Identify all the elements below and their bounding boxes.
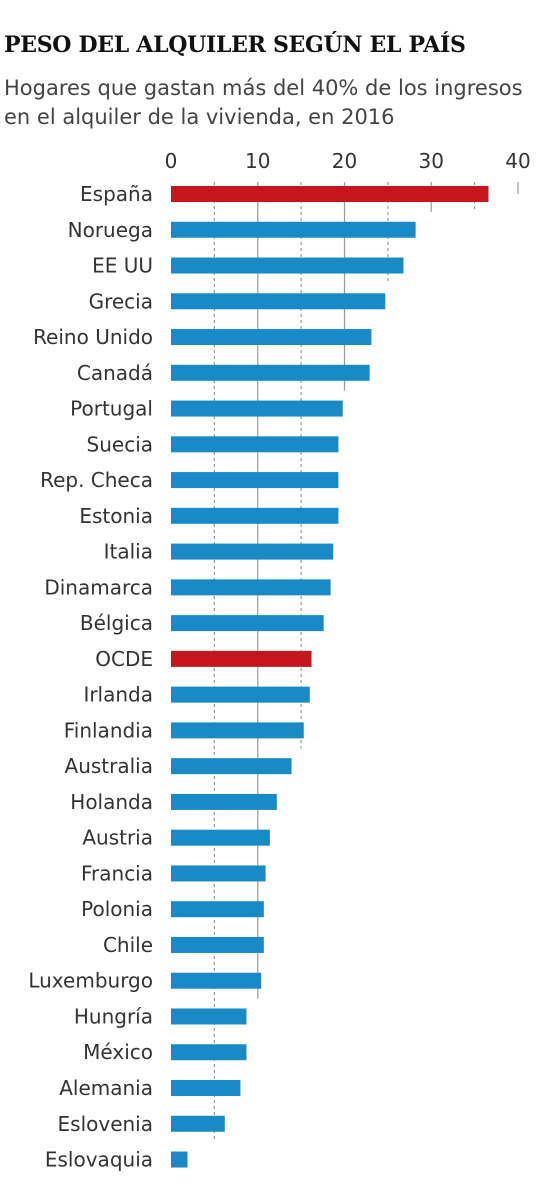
x-tick-label: 30 bbox=[419, 149, 444, 173]
chart-subtitle: Hogares que gastan más del 40% de los in… bbox=[4, 76, 523, 129]
bar bbox=[171, 1008, 247, 1025]
bar bbox=[171, 543, 334, 560]
category-label: Luxemburgo bbox=[28, 969, 153, 993]
category-label: Bélgica bbox=[80, 611, 153, 635]
bar bbox=[171, 615, 324, 632]
category-label: Rep. Checa bbox=[40, 468, 153, 492]
chart-title: PESO DEL ALQUILER SEGÚN EL PAÍS bbox=[4, 32, 466, 58]
x-tick-label: 40 bbox=[505, 149, 530, 173]
bar bbox=[171, 257, 404, 274]
category-label: Holanda bbox=[70, 790, 153, 814]
category-label: Portugal bbox=[70, 397, 153, 421]
category-label: Noruega bbox=[68, 218, 153, 242]
category-label: Eslovenia bbox=[58, 1112, 153, 1136]
bars bbox=[171, 186, 489, 1168]
bar bbox=[171, 793, 277, 810]
bar-highlighted bbox=[171, 186, 489, 202]
category-label: Eslovaquia bbox=[45, 1148, 153, 1172]
bar bbox=[171, 1151, 188, 1168]
bar bbox=[171, 865, 266, 882]
bar bbox=[171, 579, 331, 596]
bar bbox=[171, 472, 339, 489]
category-label: Francia bbox=[81, 861, 153, 885]
category-label: Dinamarca bbox=[44, 575, 153, 599]
x-tick-label: 20 bbox=[332, 149, 357, 173]
category-label: Alemania bbox=[59, 1076, 153, 1100]
bar bbox=[171, 1044, 247, 1061]
bar bbox=[171, 400, 343, 417]
axis-tick-labels: 0 10 20 30 40 bbox=[165, 149, 531, 173]
bar bbox=[171, 722, 304, 739]
x-tick-label: 10 bbox=[245, 149, 270, 173]
bar bbox=[171, 758, 292, 775]
category-label: Austria bbox=[82, 826, 153, 850]
bar bbox=[171, 221, 416, 238]
bar bbox=[171, 1115, 225, 1132]
category-label: Chile bbox=[103, 933, 153, 957]
bar bbox=[171, 936, 264, 953]
bar bbox=[171, 829, 270, 846]
bar bbox=[171, 901, 264, 918]
bar bbox=[171, 972, 262, 989]
category-label: OCDE bbox=[95, 647, 153, 671]
category-label: Australia bbox=[65, 754, 153, 778]
category-label: Suecia bbox=[87, 432, 153, 456]
bar bbox=[171, 436, 339, 453]
category-label: Grecia bbox=[89, 289, 153, 313]
category-label: Finlandia bbox=[64, 718, 153, 742]
category-label: México bbox=[83, 1040, 153, 1064]
category-label: Canadá bbox=[77, 361, 153, 385]
category-label: Estonia bbox=[79, 504, 153, 528]
category-label: Irlanda bbox=[83, 683, 153, 707]
category-label: Italia bbox=[104, 540, 153, 564]
bar bbox=[171, 686, 310, 703]
category-label: España bbox=[80, 182, 153, 206]
bar bbox=[171, 507, 339, 524]
bar bbox=[171, 364, 370, 381]
bar bbox=[171, 293, 386, 310]
category-label: Reino Unido bbox=[33, 325, 153, 349]
bar-highlighted bbox=[171, 650, 312, 667]
category-label: Polonia bbox=[81, 897, 153, 921]
bar bbox=[171, 329, 372, 346]
category-labels: España Noruega EE UU Grecia Reino Unido Canad… bbox=[28, 182, 153, 1172]
x-tick-label: 0 bbox=[165, 149, 178, 173]
category-label: Hungría bbox=[74, 1004, 153, 1028]
bar bbox=[171, 1080, 241, 1096]
category-label: EE UU bbox=[92, 254, 153, 278]
